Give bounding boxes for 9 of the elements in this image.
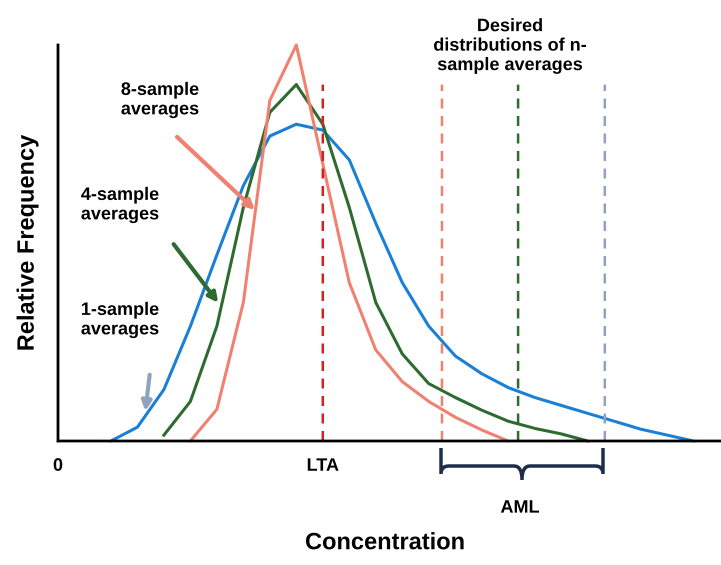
- y-axis-title: Relative Frequency: [16, 134, 39, 350]
- x-axis-title: Concentration: [306, 532, 464, 550]
- text: AML: [500, 500, 539, 513]
- annotation: Desired distributions of n- sample averages: [434, 18, 586, 74]
- annotation: 8-sample averages: [121, 82, 199, 118]
- x-tick-label: 0: [54, 458, 62, 471]
- x-tick-label: LTA: [308, 458, 339, 471]
- annotation: 4-sample averages: [81, 186, 159, 224]
- annotation: 1-sample averages: [81, 302, 159, 338]
